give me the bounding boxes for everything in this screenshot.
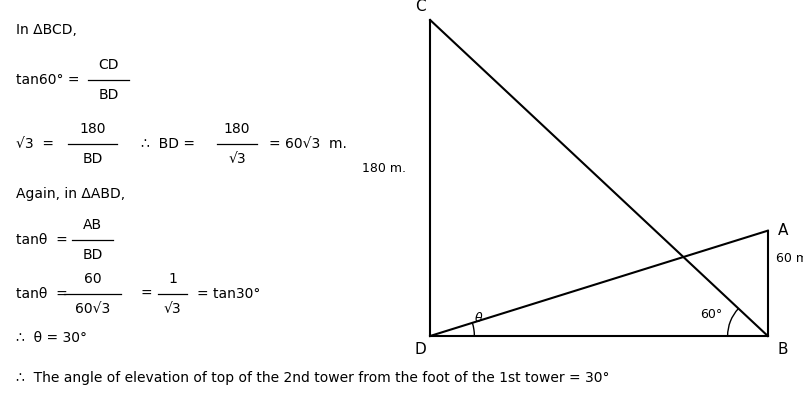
Text: 60°: 60°	[699, 308, 722, 320]
Text: 60√3: 60√3	[75, 302, 110, 316]
Text: In ΔBCD,: In ΔBCD,	[16, 23, 77, 37]
Text: = 60√3  m.: = 60√3 m.	[269, 137, 347, 151]
Text: ∴  The angle of elevation of top of the 2nd tower from the foot of the 1st tower: ∴ The angle of elevation of top of the 2…	[16, 371, 609, 385]
Text: θ: θ	[474, 312, 482, 324]
Text: A: A	[777, 223, 787, 238]
Text: BD: BD	[82, 152, 103, 166]
Text: 180: 180	[224, 122, 250, 136]
Text: C: C	[414, 0, 426, 14]
Text: B: B	[777, 342, 787, 357]
Text: 180: 180	[79, 122, 105, 136]
Text: Again, in ΔABD,: Again, in ΔABD,	[16, 187, 125, 201]
Text: =: =	[141, 287, 152, 301]
Text: AB: AB	[83, 218, 102, 232]
Text: 180 m.: 180 m.	[361, 162, 406, 174]
Text: ∴  BD =: ∴ BD =	[141, 137, 194, 151]
Text: 1: 1	[168, 272, 177, 286]
Text: √3: √3	[164, 302, 181, 316]
Text: BD: BD	[98, 88, 119, 102]
Text: 60 m.: 60 m.	[775, 252, 803, 264]
Text: D: D	[414, 342, 426, 357]
Text: ∴  θ = 30°: ∴ θ = 30°	[16, 331, 87, 345]
Text: √3: √3	[228, 152, 246, 166]
Text: tan60° =: tan60° =	[16, 73, 79, 87]
Text: √3  =: √3 =	[16, 137, 54, 151]
Text: CD: CD	[98, 58, 119, 72]
Text: tanθ  =: tanθ =	[16, 233, 67, 247]
Text: tanθ  =: tanθ =	[16, 287, 67, 301]
Text: 60: 60	[84, 272, 101, 286]
Text: = tan30°: = tan30°	[197, 287, 260, 301]
Text: BD: BD	[82, 248, 103, 262]
